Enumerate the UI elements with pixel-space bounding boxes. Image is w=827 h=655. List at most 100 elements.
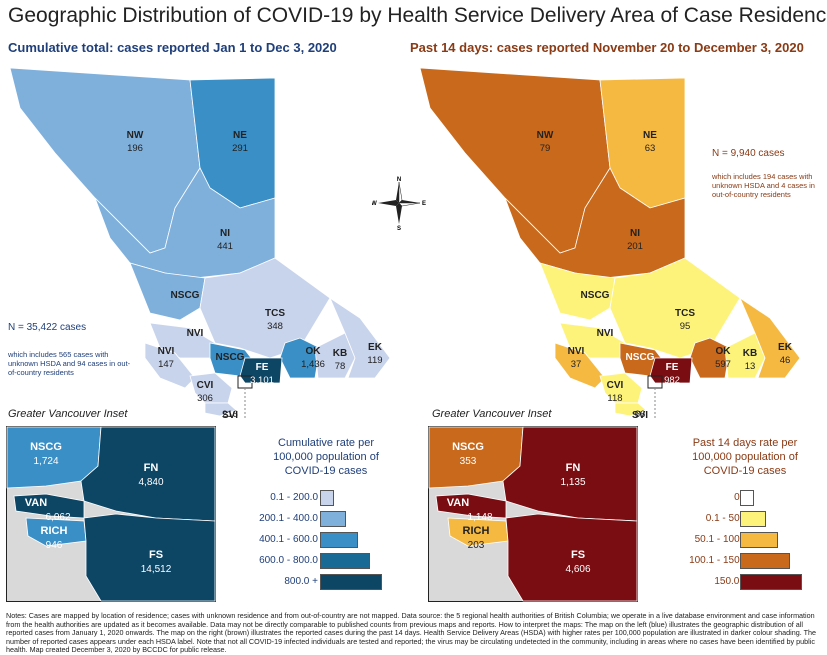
region-ok[interactable]	[689, 337, 731, 379]
region-value: 3,101	[250, 375, 274, 386]
region-label: TCS	[675, 308, 695, 319]
left-legend-title: Cumulative rate per 100,000 population o…	[273, 437, 379, 477]
region-nscg[interactable]	[129, 262, 206, 321]
region-value: 95	[680, 321, 691, 332]
region-label: NI	[220, 228, 230, 239]
region-label: EK	[778, 342, 793, 353]
legend-swatch	[740, 553, 790, 569]
inset-region-value: 1,135	[560, 477, 585, 488]
region-label: FE	[256, 362, 269, 373]
legend-label: 600.0 - 800.0	[259, 555, 318, 566]
region-label: TCS	[265, 308, 285, 319]
region-nvi-island[interactable]	[144, 342, 196, 389]
region-ek[interactable]	[739, 296, 801, 379]
inset-region-value: 353	[460, 456, 477, 467]
region-value: 196	[127, 143, 143, 154]
region-value: 79	[540, 143, 551, 154]
inset-region-label: FS	[571, 549, 585, 561]
region-value: 119	[367, 355, 382, 366]
region-value: 597	[715, 359, 731, 370]
region-label: SVI	[222, 410, 238, 418]
inset-region-label: VAN	[25, 497, 47, 509]
region-label: SVI	[632, 410, 648, 418]
region-ok[interactable]	[279, 337, 321, 379]
inset-region-fs[interactable]	[505, 513, 638, 602]
region-kb[interactable]	[314, 332, 356, 379]
region-svi[interactable]	[204, 402, 237, 417]
region-label: NVI	[158, 346, 175, 357]
right-map: NW 79 NE 63 NI 201 NSCG TCS 95 NVI NVI 37 NSCG OK 597 K…	[419, 67, 801, 418]
inset-region-label: NSCG	[30, 441, 62, 453]
inset-region-value: 1,724	[33, 456, 58, 467]
region-label: NSCG	[216, 352, 245, 363]
region-label: KB	[743, 348, 757, 359]
right-total-detail: which includes 194 cases with unknown HS…	[712, 172, 815, 199]
footnotes: Notes: Cases are mapped by location of r…	[6, 611, 816, 655]
region-label: NW	[537, 130, 554, 141]
inset-region-fs[interactable]	[83, 513, 216, 602]
region-value: 63	[645, 143, 656, 154]
compass-n: N	[397, 177, 401, 183]
region-label: NSCG	[171, 290, 200, 301]
legend-label: 150.0 +	[714, 576, 748, 587]
compass-e: E	[422, 201, 426, 207]
region-label: NSCG	[581, 290, 610, 301]
legend-label: 100.1 - 150.0	[689, 555, 748, 566]
region-kb[interactable]	[724, 332, 766, 379]
inset-region-value: 1,148	[467, 512, 492, 523]
region-label: NW	[127, 130, 144, 141]
legend-label: 50.1 - 100.0	[694, 534, 748, 545]
legend-swatch	[320, 574, 382, 590]
compass-rose-icon: N S W E	[372, 177, 426, 230]
legend-swatch	[740, 574, 802, 590]
region-label: OK	[306, 346, 322, 357]
region-svi[interactable]	[614, 402, 647, 417]
right-inset-title: Greater Vancouver Inset	[432, 408, 552, 420]
region-value: 216	[222, 409, 238, 418]
region-value: 66	[635, 409, 646, 418]
region-value: 78	[335, 361, 346, 372]
compass-s: S	[397, 226, 401, 230]
inset-region-fn[interactable]	[80, 426, 216, 522]
region-label: NSCG	[626, 352, 655, 363]
region-value: 37	[571, 359, 582, 370]
region-value: 118	[607, 393, 622, 404]
right-legend-title: Past 14 days rate per 100,000 population…	[692, 437, 798, 477]
inset-region-value: 946	[46, 540, 63, 551]
region-label: FE	[666, 362, 679, 373]
legend-swatch	[740, 511, 766, 527]
region-value: 291	[232, 143, 248, 154]
inset-region-value: 6,062	[45, 512, 70, 523]
region-nvi-island[interactable]	[554, 342, 606, 389]
left-total: N = 35,422 cases	[8, 322, 87, 333]
region-label: KB	[333, 348, 347, 359]
region-label: NI	[630, 228, 640, 239]
left-total-detail: which includes 565 cases with unknown HS…	[8, 350, 131, 377]
left-map-subtitle: Cumulative total: cases reported Jan 1 t…	[8, 40, 337, 55]
inset-region-value: 14,512	[141, 564, 172, 575]
region-label: NE	[233, 130, 247, 141]
inset-region-fn[interactable]	[502, 426, 638, 522]
legend-label: 200.1 - 400.0	[259, 513, 318, 524]
right-map-subtitle: Past 14 days: cases reported November 20…	[410, 40, 804, 55]
left-inset-title: Greater Vancouver Inset	[8, 408, 128, 420]
region-value: 201	[627, 241, 643, 252]
region-nscg[interactable]	[539, 262, 616, 321]
right-total: N = 9,940 cases	[712, 148, 785, 159]
legend-swatch	[740, 532, 778, 548]
inset-region-label: FN	[566, 462, 581, 474]
legend-swatch	[320, 490, 334, 506]
region-label: NVI	[568, 346, 585, 357]
region-ek[interactable]	[329, 296, 391, 379]
inset-region-value: 4,840	[138, 477, 163, 488]
region-label: NE	[643, 130, 657, 141]
legend-swatch	[320, 511, 346, 527]
region-value: 147	[158, 359, 174, 370]
inset-region-rich[interactable]	[25, 517, 87, 547]
region-value: 46	[780, 355, 791, 366]
inset-region-label: NSCG	[452, 441, 484, 453]
region-label: OK	[716, 346, 732, 357]
inset-region-rich[interactable]	[447, 517, 509, 547]
inset-region-value: 4,606	[565, 564, 590, 575]
region-value: 13	[745, 361, 756, 372]
